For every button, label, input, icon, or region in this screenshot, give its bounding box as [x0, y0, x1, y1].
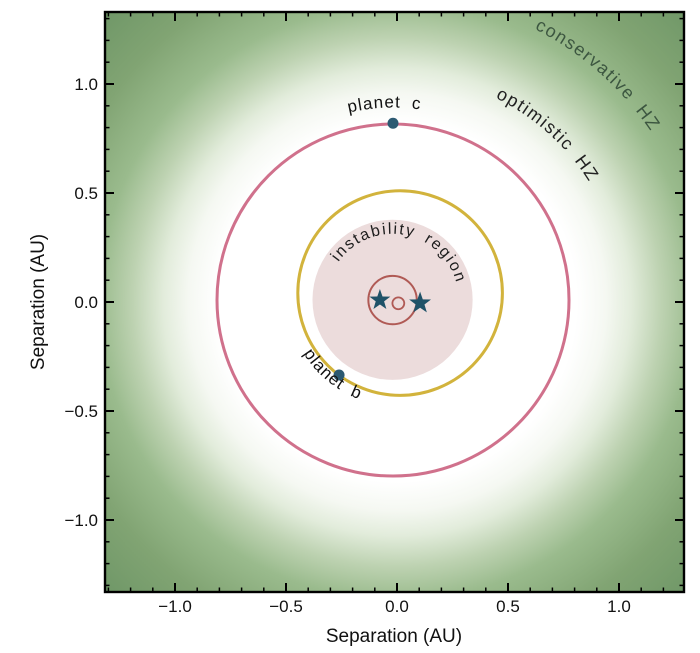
y-tick-label-2: 0.0: [74, 293, 98, 312]
planet-c-dot: [387, 117, 399, 129]
planet-b-dot: [333, 369, 345, 381]
star-primary-star-icon: [369, 289, 391, 309]
x-tick-label-2: 0.0: [385, 597, 409, 616]
y-tick-label-4: 1.0: [74, 75, 98, 94]
x-axis-title: Separation (AU): [326, 626, 462, 647]
y-tick-label-0: −1.0: [64, 511, 98, 530]
star-secondary-star-icon: [409, 291, 432, 313]
y-tick-label-3: 0.5: [74, 184, 98, 203]
x-tick-label-1: −0.5: [269, 597, 303, 616]
y-axis-title: Separation (AU): [28, 234, 49, 370]
plot-border: [103, 10, 686, 594]
x-tick-label-3: 0.5: [496, 597, 520, 616]
binary-orbit-inner: [391, 296, 406, 311]
x-tick-label-0: −1.0: [158, 597, 192, 616]
x-tick-label-4: 1.0: [607, 597, 631, 616]
y-tick-label-1: −0.5: [64, 402, 98, 421]
planet-b-orbit: [296, 189, 504, 397]
